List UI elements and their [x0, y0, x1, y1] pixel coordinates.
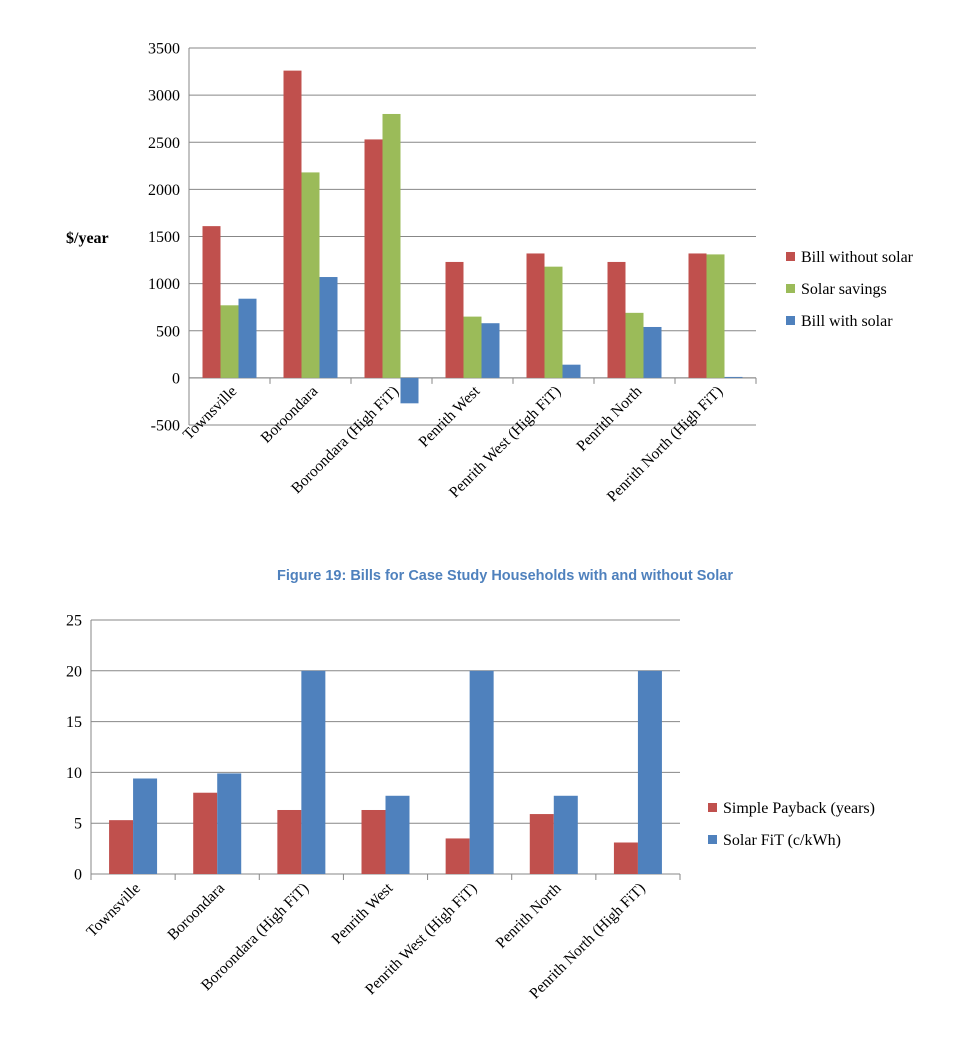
y-tick-label: 5 — [74, 816, 82, 833]
legend-label: Simple Payback (years) — [723, 800, 875, 817]
y-tick-label: 2000 — [148, 182, 180, 199]
legend-label: Solar FiT (c/kWh) — [723, 832, 841, 849]
bar-2 — [706, 254, 725, 378]
y-axis-label: $/year — [66, 230, 109, 247]
y-tick-label: 1000 — [148, 276, 180, 293]
y-tick-label: 3000 — [148, 88, 180, 105]
bar-2 — [217, 773, 242, 874]
bar-3 — [724, 376, 743, 378]
bar-2 — [220, 305, 239, 378]
bar-3 — [238, 298, 257, 378]
bar-1 — [202, 226, 221, 378]
y-tick-label: 20 — [66, 663, 82, 680]
legend-swatch — [708, 803, 717, 812]
bar-1 — [109, 820, 134, 874]
y-tick-label: 0 — [74, 867, 82, 884]
bar-1 — [445, 261, 464, 378]
x-tick-label: Townsville — [83, 880, 144, 941]
legend-swatch — [786, 284, 795, 293]
bar-2 — [301, 172, 320, 378]
bar-1 — [364, 139, 383, 378]
bar-2 — [469, 670, 494, 874]
bar-3 — [400, 377, 419, 404]
y-tick-label: -500 — [151, 418, 180, 435]
bar-1 — [613, 842, 638, 874]
legend-label: Solar savings — [801, 281, 887, 298]
bar-3 — [643, 326, 662, 378]
bar-1 — [607, 261, 626, 378]
bar-3 — [562, 364, 581, 378]
bar-2 — [463, 316, 482, 378]
bar-2 — [133, 778, 158, 874]
y-tick-label: 500 — [156, 323, 180, 340]
bar-3 — [319, 277, 338, 378]
legend-swatch — [786, 252, 795, 261]
bar-2 — [553, 795, 578, 874]
bar-2 — [544, 266, 563, 378]
y-tick-label: 0 — [172, 370, 180, 387]
x-tick-label: Penrith North — [493, 880, 565, 952]
bar-3 — [481, 323, 500, 378]
bar-1 — [277, 809, 302, 874]
bar-1 — [193, 792, 218, 874]
bar-2 — [625, 312, 644, 378]
bar-2 — [637, 670, 662, 874]
y-tick-label: 10 — [66, 765, 82, 782]
y-tick-label: 2500 — [148, 135, 180, 152]
bar-1 — [445, 838, 470, 874]
figure-caption: Figure 19: Bills for Case Study Househol… — [277, 568, 733, 584]
bar-2 — [301, 670, 326, 874]
bar-1 — [361, 809, 386, 874]
x-tick-label: Penrith West — [415, 382, 483, 450]
x-tick-label: Penrith North — [573, 383, 645, 455]
bar-1 — [529, 814, 554, 874]
x-tick-label: Boroondara — [258, 383, 322, 447]
y-tick-label: 25 — [66, 613, 82, 630]
y-tick-label: 15 — [66, 714, 82, 731]
bar-1 — [688, 253, 707, 378]
x-tick-label: Boroondara — [164, 880, 228, 944]
bar-1 — [283, 70, 302, 378]
x-tick-label: Penrith West — [328, 879, 396, 947]
legend-label: Bill with solar — [801, 313, 893, 330]
y-tick-label: 1500 — [148, 229, 180, 246]
bar-2 — [385, 795, 410, 874]
legend-label: Bill without solar — [801, 249, 914, 266]
y-tick-label: 3500 — [148, 41, 180, 58]
legend-swatch — [708, 835, 717, 844]
bar-2 — [382, 113, 401, 378]
bar-1 — [526, 253, 545, 378]
legend-swatch — [786, 316, 795, 325]
